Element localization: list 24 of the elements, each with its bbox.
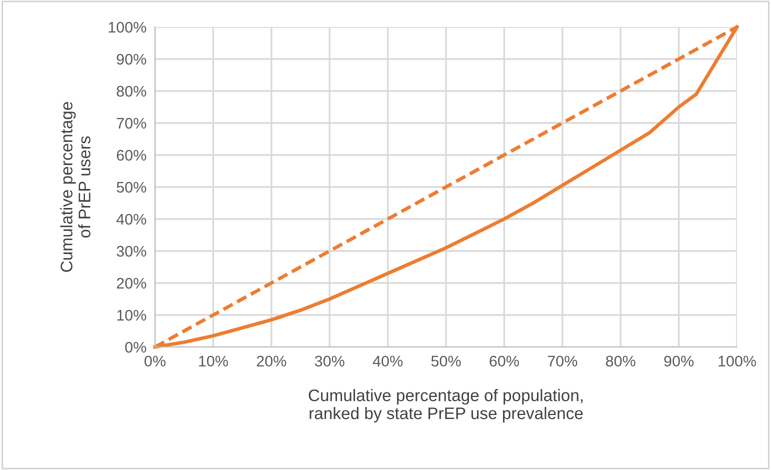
x-tick-label: 10% (199, 356, 228, 367)
y-tick-label: 0% (125, 342, 146, 353)
x-tick-label: 80% (606, 356, 636, 367)
x-tick-label: 100% (718, 356, 756, 367)
y-tick-label: 30% (116, 246, 146, 257)
x-tick-label: 60% (490, 356, 519, 367)
y-tick-label: 50% (116, 182, 146, 193)
y-tick-label: 20% (116, 278, 146, 289)
y-tick-label: 100% (108, 22, 146, 33)
x-axis-title: Cumulative percentage of population, ranked by state PrEP use prevalence (308, 389, 583, 423)
y-tick-label: 60% (116, 150, 146, 161)
y-axis-title: Cumulative percentage of PrEP users (60, 102, 90, 272)
x-tick-label: 0% (144, 356, 166, 367)
y-tick-label: 80% (116, 86, 146, 97)
x-tick-label: 90% (664, 356, 694, 367)
x-tick-label: 40% (372, 356, 403, 367)
y-tick-label: 90% (116, 54, 146, 65)
y-tick-label: 70% (116, 118, 146, 129)
y-tick-label: 40% (116, 214, 146, 225)
x-tick-label: 20% (256, 356, 286, 367)
y-tick-label: 10% (117, 310, 146, 321)
x-tick-label: 30% (314, 356, 344, 367)
x-tick-label: 50% (431, 356, 461, 367)
x-tick-label: 70% (548, 356, 578, 367)
